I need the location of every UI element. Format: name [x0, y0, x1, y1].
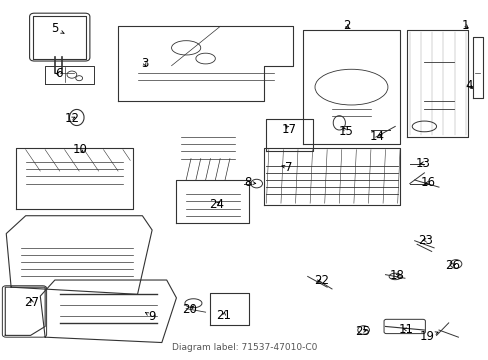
Text: 13: 13 — [415, 157, 430, 170]
Text: 22: 22 — [313, 274, 328, 287]
Text: 25: 25 — [354, 325, 369, 338]
Text: 16: 16 — [420, 176, 435, 189]
Text: 11: 11 — [398, 323, 413, 336]
Text: 1: 1 — [461, 19, 468, 32]
Text: Diagram label: 71537-47010-C0: Diagram label: 71537-47010-C0 — [171, 343, 317, 352]
Text: 20: 20 — [182, 303, 197, 316]
Text: 27: 27 — [24, 296, 40, 309]
Text: 17: 17 — [281, 123, 296, 136]
Text: 9: 9 — [145, 310, 156, 323]
Text: 26: 26 — [444, 258, 459, 271]
Text: 8: 8 — [244, 176, 255, 189]
Text: 7: 7 — [281, 161, 292, 174]
Text: 24: 24 — [209, 198, 224, 211]
Text: 12: 12 — [64, 112, 79, 125]
Text: 10: 10 — [73, 144, 87, 157]
Text: 3: 3 — [141, 57, 148, 71]
Text: 18: 18 — [388, 269, 403, 282]
Text: 15: 15 — [338, 125, 352, 138]
Text: 6: 6 — [55, 67, 62, 80]
Text: 19: 19 — [419, 330, 437, 343]
Text: 4: 4 — [465, 79, 472, 92]
Text: 5: 5 — [51, 22, 64, 35]
Text: 21: 21 — [216, 309, 231, 321]
Text: 2: 2 — [342, 19, 349, 32]
Text: 23: 23 — [418, 234, 432, 247]
Text: 14: 14 — [369, 130, 384, 143]
